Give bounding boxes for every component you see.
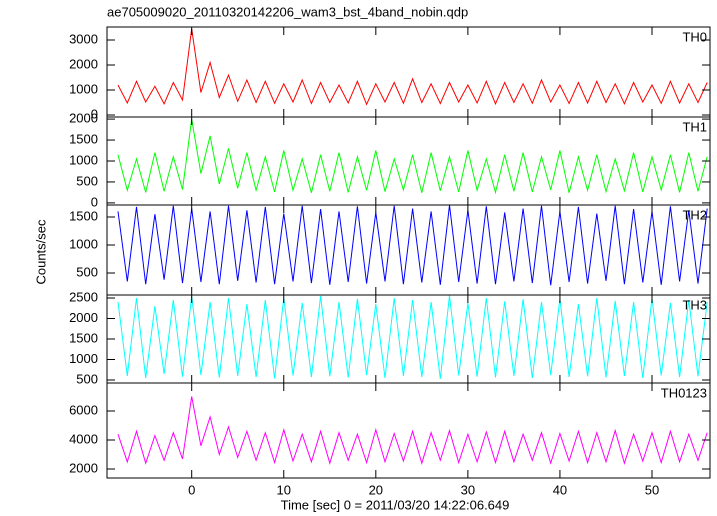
y-tick-label: 2500 xyxy=(69,289,98,304)
y-tick-label: 0 xyxy=(91,194,98,209)
panel-frame xyxy=(106,204,711,296)
light-curve xyxy=(117,295,708,379)
y-tick-label: 3000 xyxy=(69,31,98,46)
y-tick-label: 1500 xyxy=(69,131,98,146)
y-tick-label: 1500 xyxy=(69,208,98,223)
x-tick-label: 40 xyxy=(553,482,567,497)
y-tick-label: 0 xyxy=(91,106,98,121)
x-tick-label: 0 xyxy=(188,482,195,497)
y-tick-label: 2000 xyxy=(69,460,98,475)
light-curve xyxy=(117,119,708,195)
y-tick-label: 1000 xyxy=(69,152,98,167)
panel-frame xyxy=(106,116,711,206)
y-tick-label: 2000 xyxy=(69,111,98,126)
light-curve xyxy=(117,205,708,286)
y-tick-label: 2000 xyxy=(69,56,98,71)
y-tick-label: 4000 xyxy=(69,431,98,446)
light-curve xyxy=(117,28,708,106)
y-tick-label: 1000 xyxy=(69,351,98,366)
y-tick-label: 1000 xyxy=(69,81,98,96)
x-tick-label: 50 xyxy=(645,482,659,497)
y-tick-label: 500 xyxy=(76,173,98,188)
y-tick-label: 500 xyxy=(76,371,98,386)
panel-label: TH2 xyxy=(682,207,707,222)
chart-title: ae705009020_20110320142206_wam3_bst_4ban… xyxy=(107,4,468,19)
x-tick-label: 20 xyxy=(369,482,383,497)
y-tick-label: 6000 xyxy=(69,402,98,417)
y-tick-label: 1500 xyxy=(69,330,98,345)
panel-frame xyxy=(106,382,711,479)
panel-label: TH0123 xyxy=(661,385,707,400)
y-tick-label: 500 xyxy=(76,264,98,279)
x-tick-label: 10 xyxy=(277,482,291,497)
y-axis-label: Counts/sec xyxy=(33,219,48,285)
panel-label: TH1 xyxy=(682,119,707,134)
panel-label: TH0 xyxy=(682,29,707,44)
panel-label: TH3 xyxy=(682,297,707,312)
x-tick-label: 30 xyxy=(461,482,475,497)
light-curve xyxy=(117,396,708,465)
x-axis-label: Time [sec] 0 = 2011/03/20 14:22:06.649 xyxy=(281,497,510,512)
y-tick-label: 2000 xyxy=(69,310,98,325)
y-tick-label: 1000 xyxy=(69,236,98,251)
